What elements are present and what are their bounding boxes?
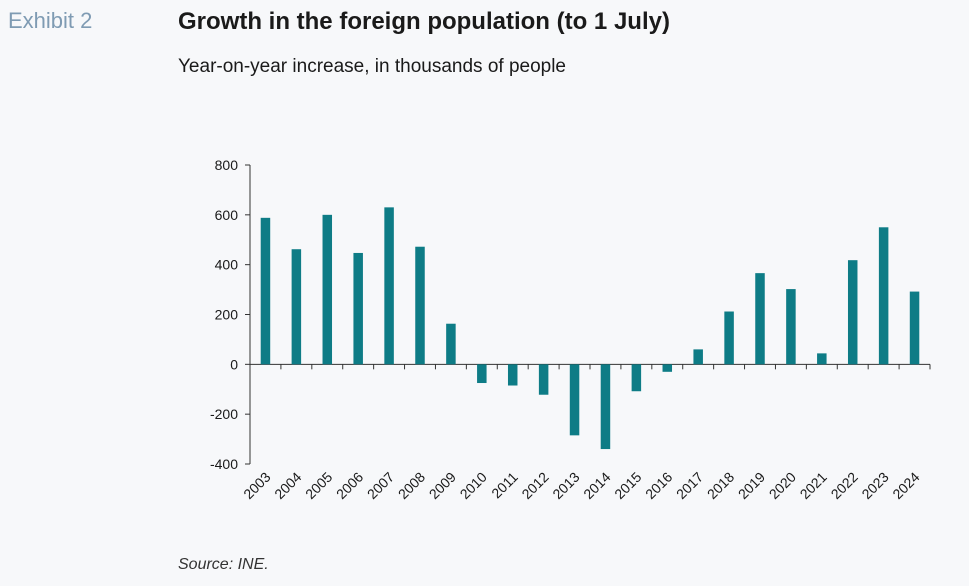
y-tick-label: 400 [215, 257, 239, 273]
x-tick-label: 2014 [580, 469, 613, 502]
bar-2011 [507, 364, 518, 386]
bar-2023 [878, 227, 889, 365]
x-tick-label: 2010 [457, 469, 490, 502]
y-tick-label: 200 [215, 307, 239, 323]
bar-2019 [755, 273, 765, 365]
x-tick-label: 2005 [302, 469, 335, 502]
bar-2005 [322, 214, 333, 365]
x-tick-label: 2008 [395, 469, 428, 502]
x-tick-label: 2012 [518, 469, 551, 502]
bar-2024 [909, 291, 920, 365]
bar-2022 [847, 260, 858, 365]
y-tick-label: -400 [210, 456, 238, 472]
bar-2004 [291, 249, 302, 365]
bar-2010 [477, 364, 487, 384]
y-tick-label: -200 [210, 406, 238, 422]
x-tick-label: 2024 [889, 469, 922, 502]
bar-2007 [384, 207, 394, 365]
x-tick-label: 2007 [364, 469, 397, 502]
x-tick-label: 2013 [549, 469, 582, 502]
bar-2006 [353, 252, 363, 365]
x-tick-label: 2011 [488, 469, 521, 502]
x-tick-label: 2016 [642, 469, 675, 502]
bar-2015 [631, 364, 642, 392]
x-tick-label: 2019 [735, 469, 768, 502]
x-tick-label: 2006 [333, 469, 366, 502]
x-tick-label: 2015 [611, 469, 644, 502]
bar-2003 [260, 217, 271, 365]
x-tick-label: 2018 [704, 469, 737, 502]
bar-2008 [415, 246, 425, 365]
bar-2013 [569, 364, 580, 436]
x-tick-label: 2022 [828, 469, 861, 502]
y-tick-label: 600 [215, 207, 239, 223]
bar-2009 [446, 323, 456, 365]
y-tick-label: 0 [230, 356, 238, 372]
exhibit-label: Exhibit 2 [8, 8, 93, 33]
y-tick-label: 800 [215, 157, 239, 173]
bar-2017 [693, 349, 703, 365]
bar-2014 [600, 364, 611, 450]
bar-2021 [817, 353, 827, 365]
x-tick-label: 2009 [426, 469, 459, 502]
bar-2020 [786, 289, 796, 365]
bar-2016 [662, 364, 673, 372]
chart-subtitle: Year-on-year increase, in thousands of p… [178, 56, 566, 77]
bar-2018 [724, 311, 734, 365]
x-tick-label: 2003 [240, 469, 273, 502]
x-tick-label: 2004 [271, 469, 304, 502]
source-note: Source: INE. [178, 556, 269, 573]
x-tick-label: 2023 [858, 469, 891, 502]
chart-title: Growth in the foreign population (to 1 J… [178, 8, 670, 35]
x-tick-label: 2021 [797, 469, 830, 502]
bar-2012 [538, 364, 549, 395]
x-tick-label: 2020 [766, 469, 799, 502]
x-tick-label: 2017 [673, 469, 706, 502]
